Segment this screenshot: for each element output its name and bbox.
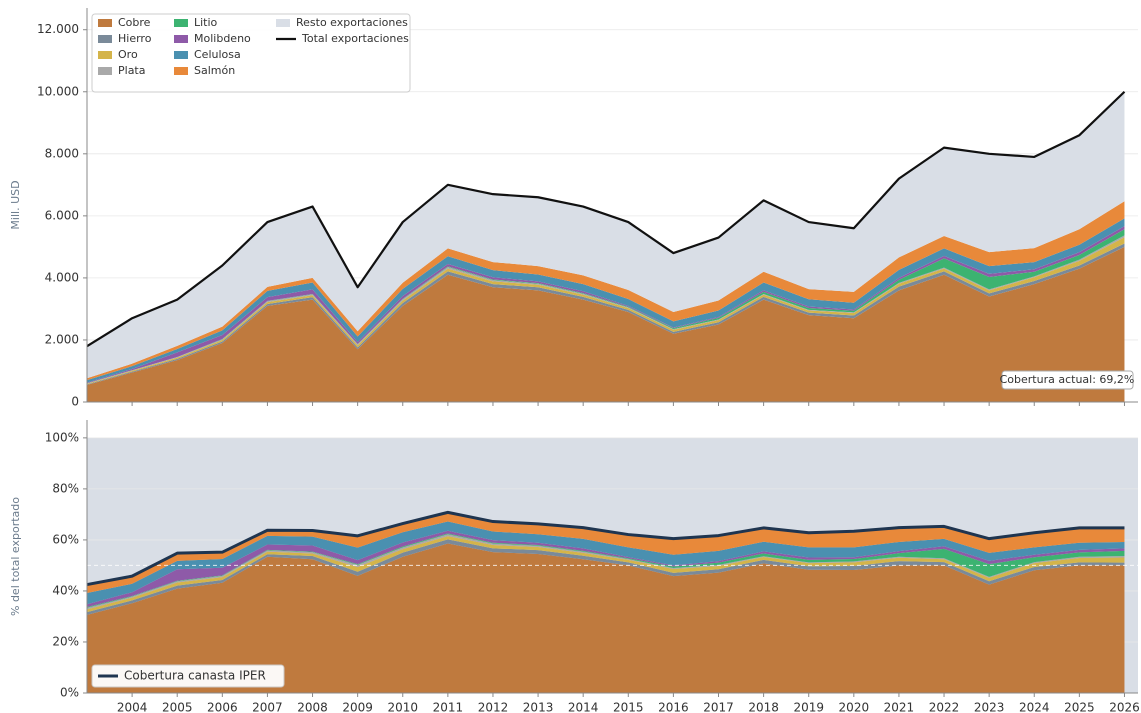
x-tick-label: 2021 — [884, 701, 915, 713]
legend-swatch — [174, 51, 188, 59]
x-tick-label: 2022 — [929, 701, 960, 713]
y-tick-label: 80% — [52, 481, 79, 495]
x-tick-label: 2024 — [1019, 701, 1050, 713]
x-tick-label: 2025 — [1064, 701, 1095, 713]
x-tick-label: 2026 — [1109, 701, 1140, 713]
legend-swatch — [98, 35, 112, 43]
y-tick-label: 10.000 — [37, 84, 79, 98]
annotation: Cobertura actual: 69,2% — [1000, 370, 1135, 390]
legend-swatch — [276, 19, 290, 27]
x-tick-label: 2019 — [793, 701, 824, 713]
x-tick-label: 2023 — [974, 701, 1005, 713]
legend-label: Litio — [194, 16, 218, 29]
area-segment — [87, 512, 1125, 593]
line-series — [86, 510, 1125, 587]
x-tick-label: 2018 — [748, 701, 779, 713]
line-series — [86, 90, 1126, 348]
x-tick-label: 2014 — [568, 701, 599, 713]
x-tick-label: 2015 — [613, 701, 644, 713]
annotation-box — [1001, 370, 1134, 390]
legend-swatch — [174, 19, 188, 27]
y-tick-label: 100% — [45, 430, 79, 444]
y-tick-label: 8.000 — [45, 146, 79, 160]
area-segment — [87, 543, 1125, 693]
legend-label: Cobre — [118, 16, 151, 29]
x-tick-label: 2008 — [297, 701, 328, 713]
x-tick-label: 2011 — [433, 701, 464, 713]
y-tick-label: 0% — [60, 686, 79, 700]
y-tick-label: 2.000 — [45, 332, 79, 346]
legend-swatch — [174, 35, 188, 43]
x-tick-label: 2009 — [342, 701, 373, 713]
legend-label: Resto exportaciones — [296, 16, 408, 29]
legend-label: Hierro — [118, 32, 152, 45]
area-segment — [87, 246, 1125, 402]
x-tick-label: 2013 — [523, 701, 554, 713]
x-tick-label: 2006 — [207, 701, 238, 713]
legend-box — [91, 664, 285, 688]
legend-swatch — [98, 51, 112, 59]
x-tick-label: 2007 — [252, 701, 283, 713]
legend-label: Salmón — [194, 64, 235, 77]
y-tick-label: 40% — [52, 583, 79, 597]
x-tick-label: 2010 — [387, 701, 418, 713]
y-tick-label: 60% — [52, 532, 79, 546]
legend-swatch — [98, 19, 112, 27]
x-tick-label: 2020 — [839, 701, 870, 713]
y-axis-title: Mill. USD — [9, 180, 22, 229]
legend-box — [91, 13, 411, 93]
legend-swatch — [174, 67, 188, 75]
legend-label: Total exportaciones — [301, 32, 409, 45]
y-tick-label: 4.000 — [45, 270, 79, 284]
y-tick-label: 6.000 — [45, 208, 79, 222]
area-segment — [87, 91, 1125, 379]
legend: Cobre Hierro Oro Plata Litio Molibdeno Celulos… — [91, 13, 411, 93]
annotation-text: Cobertura actual: 69,2% — [1000, 373, 1135, 386]
legend-label: Plata — [118, 64, 145, 77]
x-tick-label: 2017 — [703, 701, 734, 713]
legend-swatch — [98, 67, 112, 75]
x-tick-label: 2012 — [478, 701, 509, 713]
x-tick-label: 2004 — [117, 701, 148, 713]
x-tick-label: 2005 — [162, 701, 193, 713]
x-tick-label: 2016 — [658, 701, 689, 713]
y-axis-title: % del total exportado — [9, 497, 22, 616]
legend-label: Oro — [118, 48, 138, 61]
legend-label: Celulosa — [194, 48, 241, 61]
y-tick-label: 12.000 — [37, 22, 79, 36]
y-tick-label: 0 — [71, 395, 79, 409]
area-segment — [87, 201, 1125, 381]
legend-label: Molibdeno — [194, 32, 251, 45]
y-tick-label: 20% — [52, 634, 79, 648]
legend-label: Cobertura canasta IPER — [124, 669, 266, 683]
legend: Cobertura canasta IPER — [91, 664, 285, 688]
